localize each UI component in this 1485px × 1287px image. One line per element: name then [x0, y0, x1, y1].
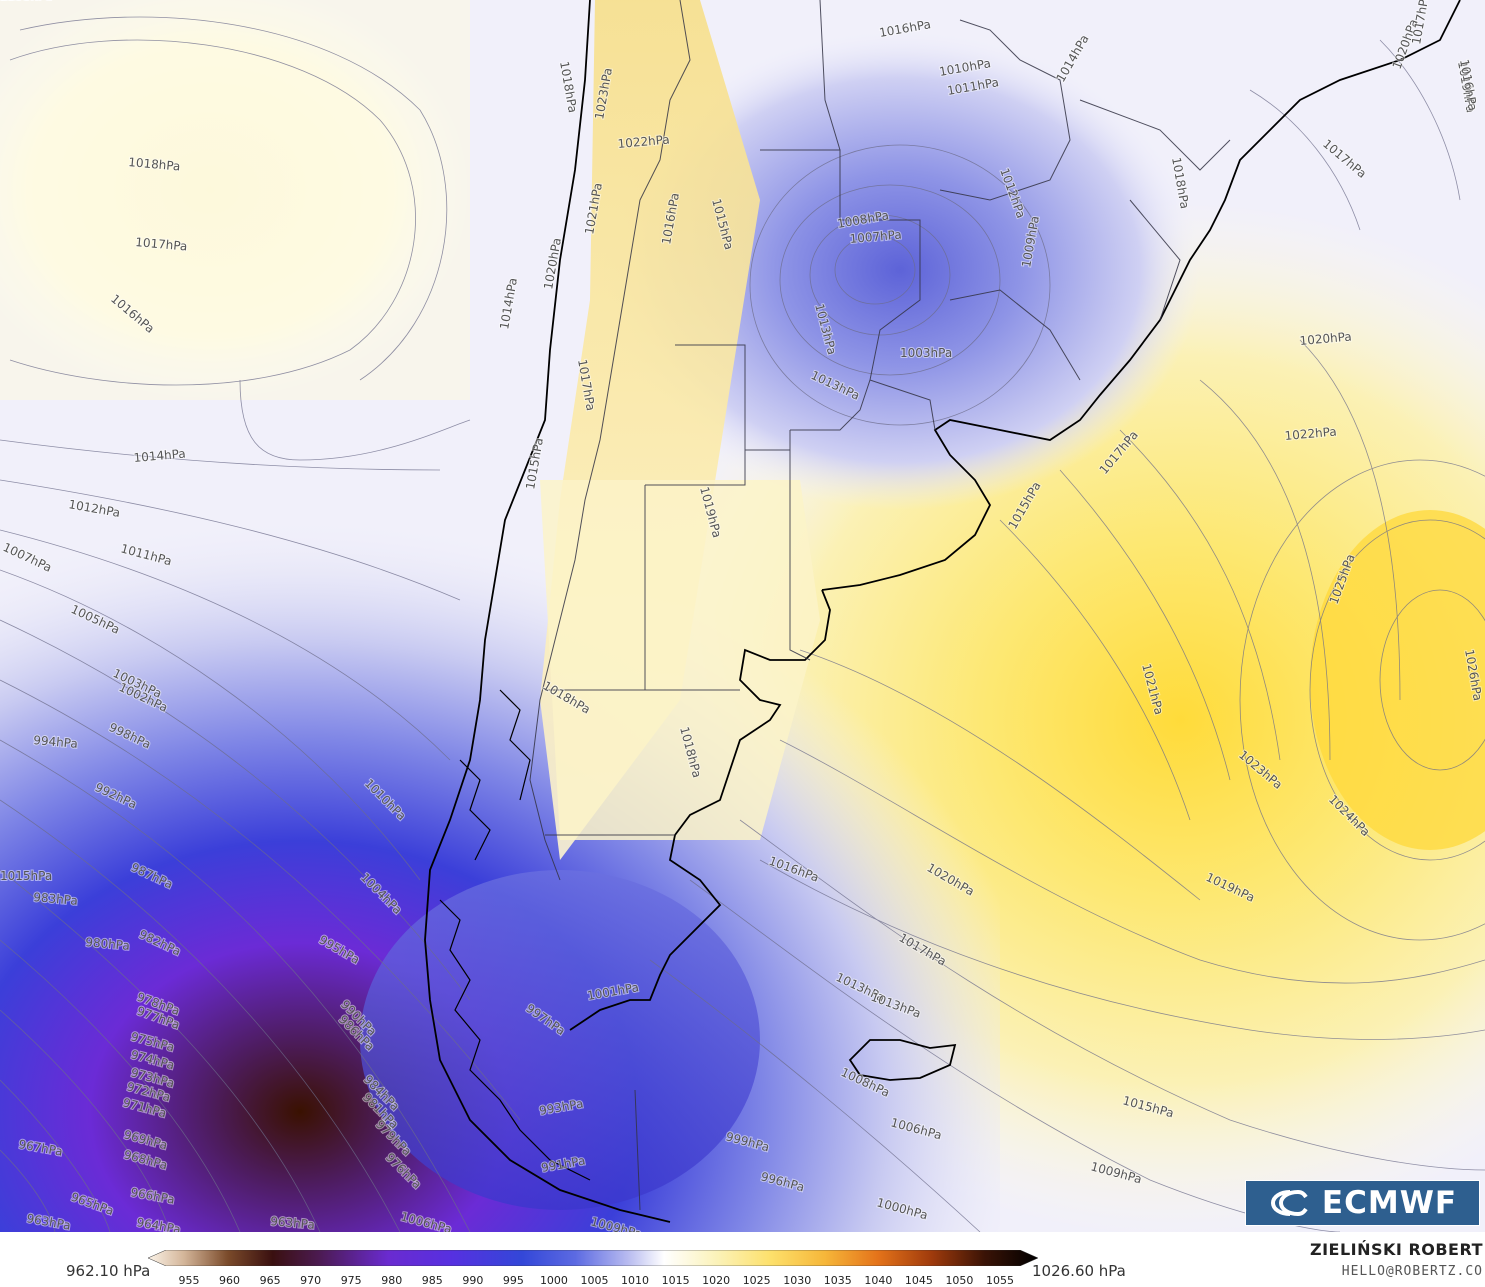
colorbar-tick-label: 1035	[823, 1274, 852, 1287]
pressure-map: 1018hPa1017hPa1016hPa1014hPa1012hPa1011h…	[0, 0, 1485, 1232]
colorbar-tick-label: 1025	[742, 1274, 771, 1287]
chaco-low-area	[600, 30, 1200, 510]
argentina-plains-area	[540, 480, 820, 840]
colorbar-tick-label: 985	[421, 1274, 443, 1287]
isobar-label: 1022hPa	[1284, 424, 1337, 442]
ecmwf-logo-icon	[1270, 1190, 1308, 1216]
isobar-label: 1000hPa	[0, 0, 52, 3]
colorbar-tick-label: 1055	[986, 1274, 1014, 1287]
fjord-islands	[439, 689, 591, 1181]
pacific-high-overlay	[0, 0, 470, 400]
colorbar-tick-label: 1010	[621, 1274, 650, 1287]
colorbar-tick-label: 960	[219, 1274, 241, 1287]
isobar-label: 963hPa	[25, 1211, 71, 1232]
colorbar-tick-label: 1040	[864, 1274, 893, 1287]
country-borders	[529, 0, 1231, 1211]
isobar-label: 1018hPa	[128, 155, 181, 173]
isobar-label: 980hPa	[85, 935, 131, 953]
colorbar-tick-label: 1030	[783, 1274, 812, 1287]
colorbar-tick-label: 970	[300, 1274, 322, 1287]
isobar-label: 983hPa	[33, 890, 79, 908]
colorbar-tick-label: 955	[178, 1274, 200, 1287]
author-name: ZIELIŃSKI ROBERT	[1309, 1240, 1483, 1259]
ecmwf-logo-text: ECMWF	[1321, 1185, 1458, 1221]
isobar-label: 1022hPa	[617, 132, 670, 150]
colorbar-max-label: 1026.60 hPa	[1032, 1262, 1126, 1280]
colorbar-gradient	[148, 1250, 1038, 1266]
colorbar-tick-label: 995	[502, 1274, 524, 1287]
colorbar-tick-label: 1005	[580, 1274, 609, 1287]
colorbar-tick-label: 965	[259, 1274, 281, 1287]
isobar-label: 1008hPa	[0, 0, 52, 3]
atlantic-high-core	[1310, 510, 1485, 850]
coastlines	[424, 0, 1461, 1223]
isobar-label: 1015hPa	[0, 869, 52, 883]
isobar-label: 1017hPa	[135, 235, 188, 253]
isobar-label: 1020hPa	[1299, 329, 1352, 347]
isobar-label: 1014hPa	[133, 446, 186, 464]
colorbar	[148, 1250, 1038, 1266]
colorbar-tick-label: 980	[381, 1274, 403, 1287]
isobar-label: 98	[0, 0, 15, 3]
colorbar-min-label: 962.10 hPa	[66, 1262, 151, 1280]
isobar-label: 5hPa	[0, 0, 29, 3]
colorbar-tick-label: 1015	[661, 1274, 690, 1287]
isobar-label: 1003hPa	[900, 346, 952, 360]
isobar-label: 970	[0, 0, 23, 3]
colorbar-tick-label: 990	[462, 1274, 484, 1287]
ecmwf-logo: ECMWF	[1245, 1180, 1480, 1226]
isobar-label: 963hPa	[270, 1214, 316, 1232]
colorbar-tick-label: 1000	[539, 1274, 568, 1287]
colorbar-tick-label: 1045	[904, 1274, 933, 1287]
isobar-lines	[0, 16, 1485, 1232]
colorbar-tick-label: 1020	[702, 1274, 731, 1287]
colorbar-tick-label: 1050	[945, 1274, 974, 1287]
patagonia-low-area	[360, 870, 760, 1210]
isobar-label: 994hPa	[33, 733, 79, 751]
isobar-label: 1007hPa	[849, 227, 902, 245]
author-email: HELLO@ROBERTZ.CO	[1341, 1264, 1483, 1279]
colorbar-tick-label: 975	[340, 1274, 362, 1287]
